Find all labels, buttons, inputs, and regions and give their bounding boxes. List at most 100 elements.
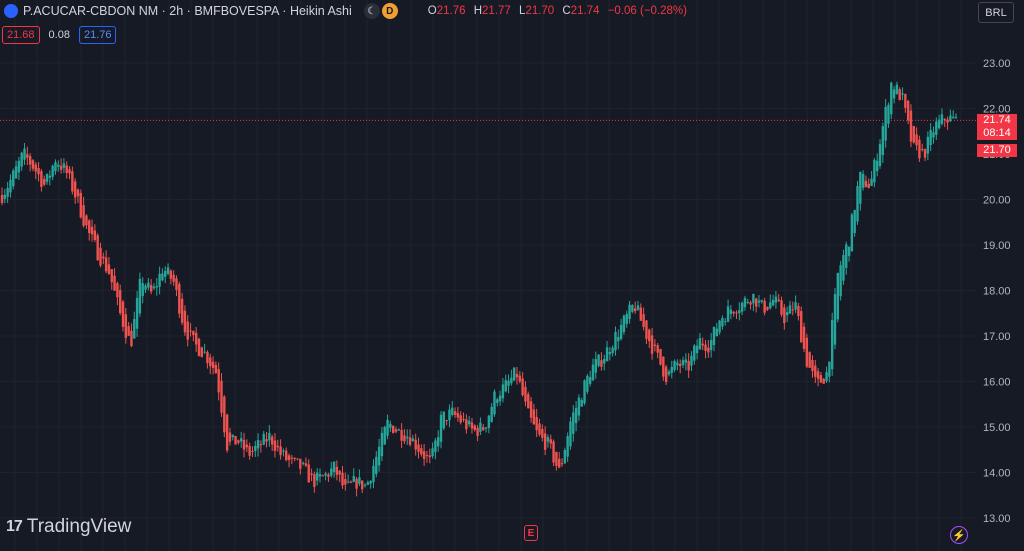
candle-body <box>251 450 254 452</box>
candle-body <box>785 312 789 316</box>
candle-body <box>870 178 873 186</box>
candle-body <box>130 330 133 347</box>
candle-body <box>507 380 510 386</box>
candle-body <box>802 326 806 349</box>
candle-body <box>572 412 575 434</box>
candle-body <box>662 356 665 377</box>
candle-body <box>726 306 730 322</box>
candle-body <box>912 126 915 143</box>
candle-body <box>431 448 434 457</box>
candle-body <box>721 317 724 327</box>
candle-body <box>822 378 825 384</box>
moon-icon[interactable]: ☾ <box>363 3 380 19</box>
candle-body <box>394 429 398 432</box>
candle-body <box>448 409 451 421</box>
candle-body <box>864 180 868 187</box>
candle-body <box>473 425 476 430</box>
last-price-tag: 21.74 08:14 <box>977 114 1017 140</box>
candle-body <box>653 344 657 346</box>
candle-body <box>420 448 423 455</box>
candle-body <box>504 380 507 392</box>
candle-body <box>82 205 85 226</box>
candle-body <box>524 386 527 402</box>
candle-body <box>743 298 747 308</box>
candle-body <box>20 152 23 167</box>
candle-body <box>898 89 901 101</box>
candle-body <box>377 446 381 466</box>
candle-body <box>487 415 491 429</box>
candle-body <box>791 309 794 311</box>
price-axis-label: 15.00 <box>983 422 1011 434</box>
candle-body <box>543 433 547 450</box>
candle-body <box>45 173 49 182</box>
candle-body <box>805 337 809 367</box>
candle-body <box>856 186 859 222</box>
delayed-data-badge[interactable]: D <box>381 3 398 19</box>
events-button[interactable]: E <box>524 525 538 541</box>
candle-body <box>107 264 111 274</box>
candle-body <box>707 347 710 353</box>
candle-body <box>203 351 206 353</box>
candle-body <box>667 371 671 375</box>
lightning-icon[interactable]: ⚡ <box>950 526 968 544</box>
candle-body <box>484 427 488 429</box>
candle-body <box>335 466 339 475</box>
candle-body <box>338 470 341 475</box>
candle-body <box>428 455 431 458</box>
ohlc-values: O21.76 H21.77 L21.70 C21.74 −0.06 (−0.28… <box>427 5 687 17</box>
quote-row: 21.68 0.08 21.76 <box>2 26 117 44</box>
candle-body <box>161 273 164 281</box>
candle-body <box>175 278 178 290</box>
candle-body <box>225 414 229 451</box>
candle-body <box>220 380 223 413</box>
candle-body <box>577 397 581 416</box>
candle-body <box>285 450 288 461</box>
candle-body <box>102 256 105 259</box>
symbol-title[interactable]: P.ACUCAR-CBDON NM · 2h · BMFBOVESPA · He… <box>23 4 352 18</box>
tradingview-logo[interactable]: 17 TradingView <box>6 516 132 537</box>
candle-body <box>940 114 944 124</box>
candle-body <box>754 298 758 307</box>
candle-body <box>935 121 938 135</box>
candle-body <box>496 399 499 403</box>
candle-body <box>37 168 40 175</box>
candle-body <box>732 311 735 314</box>
candle-body <box>462 418 465 420</box>
sell-price-box[interactable]: 21.68 <box>2 26 40 44</box>
candle-body <box>301 462 305 464</box>
candle-body <box>287 455 291 460</box>
candle-body <box>383 427 386 445</box>
candle-body <box>270 436 274 445</box>
candle-body <box>330 468 333 476</box>
candle-body <box>189 330 192 332</box>
candle-body <box>600 360 603 367</box>
candle-body <box>116 283 119 298</box>
currency-button[interactable]: BRL <box>978 2 1014 23</box>
candle-body <box>321 475 325 477</box>
candle-body <box>915 134 918 146</box>
candle-body <box>90 226 94 235</box>
candle-body <box>149 285 153 292</box>
candle-body <box>836 273 840 320</box>
candle-body <box>830 320 834 370</box>
candle-body <box>110 269 113 283</box>
buy-price-box[interactable]: 21.76 <box>78 26 117 44</box>
candle-body <box>797 305 800 317</box>
candle-body <box>445 419 448 421</box>
candle-body <box>904 94 907 108</box>
candle-body <box>532 409 536 425</box>
candle-body <box>12 170 15 187</box>
candle-body <box>712 326 716 346</box>
candle-body <box>633 308 637 312</box>
candle-body <box>527 394 530 409</box>
candle-body <box>679 364 682 367</box>
candle-body <box>690 355 693 366</box>
price-axis-label: 22.00 <box>983 104 1011 116</box>
candle-body <box>332 461 336 473</box>
candle-body <box>583 380 586 404</box>
candle-body <box>740 302 744 312</box>
candle-body <box>943 119 946 121</box>
candle-body <box>724 321 727 323</box>
candle-body <box>949 115 952 122</box>
